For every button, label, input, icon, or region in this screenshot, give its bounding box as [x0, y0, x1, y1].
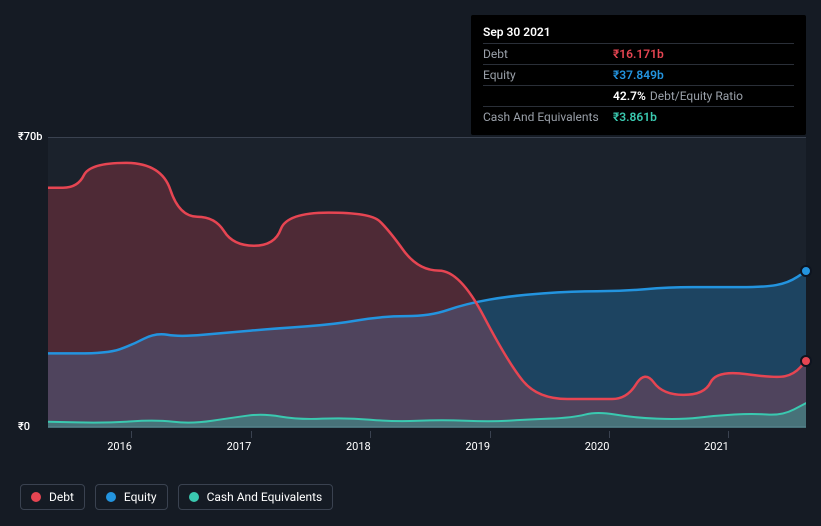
legend-label: Equity: [124, 490, 157, 504]
x-axis-tick: 2020: [597, 431, 622, 453]
chart-tooltip: Sep 30 2021 Debt₹16.171bEquity₹37.849b42…: [471, 15, 806, 135]
legend-label: Cash And Equivalents: [207, 490, 323, 504]
chart-legend: Debt Equity Cash And Equivalents: [20, 484, 333, 510]
x-axis-tick: 2017: [239, 431, 264, 453]
x-axis-tick: 2021: [716, 431, 741, 453]
legend-dot-icon: [31, 492, 41, 502]
x-axis-tick: 2016: [120, 431, 145, 453]
tooltip-row-value: ₹16.171b: [613, 47, 664, 61]
tooltip-row-label: [483, 89, 613, 103]
tooltip-row-label: Cash And Equivalents: [483, 110, 613, 124]
tooltip-row: 42.7% Debt/Equity Ratio: [483, 85, 794, 106]
legend-item-cash[interactable]: Cash And Equivalents: [178, 484, 334, 510]
tooltip-row-meta: Debt/Equity Ratio: [650, 89, 743, 103]
y-axis-label: ₹0: [18, 420, 30, 433]
legend-dot-icon: [189, 492, 199, 502]
equity-end-marker: [800, 265, 812, 277]
x-axis-tick: 2018: [358, 431, 383, 453]
chart-plot-area[interactable]: [48, 137, 806, 427]
x-axis: 2016 2017 2018 2019 2020 2021: [48, 431, 806, 461]
tooltip-row-label: Equity: [483, 68, 613, 82]
tooltip-row-label: Debt: [483, 47, 613, 61]
debt-end-marker: [800, 355, 812, 367]
legend-label: Debt: [49, 490, 74, 504]
x-axis-tick: 2019: [478, 431, 503, 453]
legend-item-equity[interactable]: Equity: [95, 484, 168, 510]
legend-dot-icon: [106, 492, 116, 502]
tooltip-row: Debt₹16.171b: [483, 43, 794, 64]
tooltip-row-value: ₹3.861b: [613, 110, 657, 124]
tooltip-row-value: 42.7%: [613, 89, 646, 103]
debt-equity-chart: ₹70b ₹0 2016 2017 2018 2019 2020 2021: [18, 125, 806, 465]
tooltip-row: Equity₹37.849b: [483, 64, 794, 85]
tooltip-row: Cash And Equivalents₹3.861b: [483, 106, 794, 127]
legend-item-debt[interactable]: Debt: [20, 484, 85, 510]
y-axis-label: ₹70b: [18, 130, 42, 143]
tooltip-row-value: ₹37.849b: [613, 68, 664, 82]
tooltip-date: Sep 30 2021: [483, 23, 794, 43]
